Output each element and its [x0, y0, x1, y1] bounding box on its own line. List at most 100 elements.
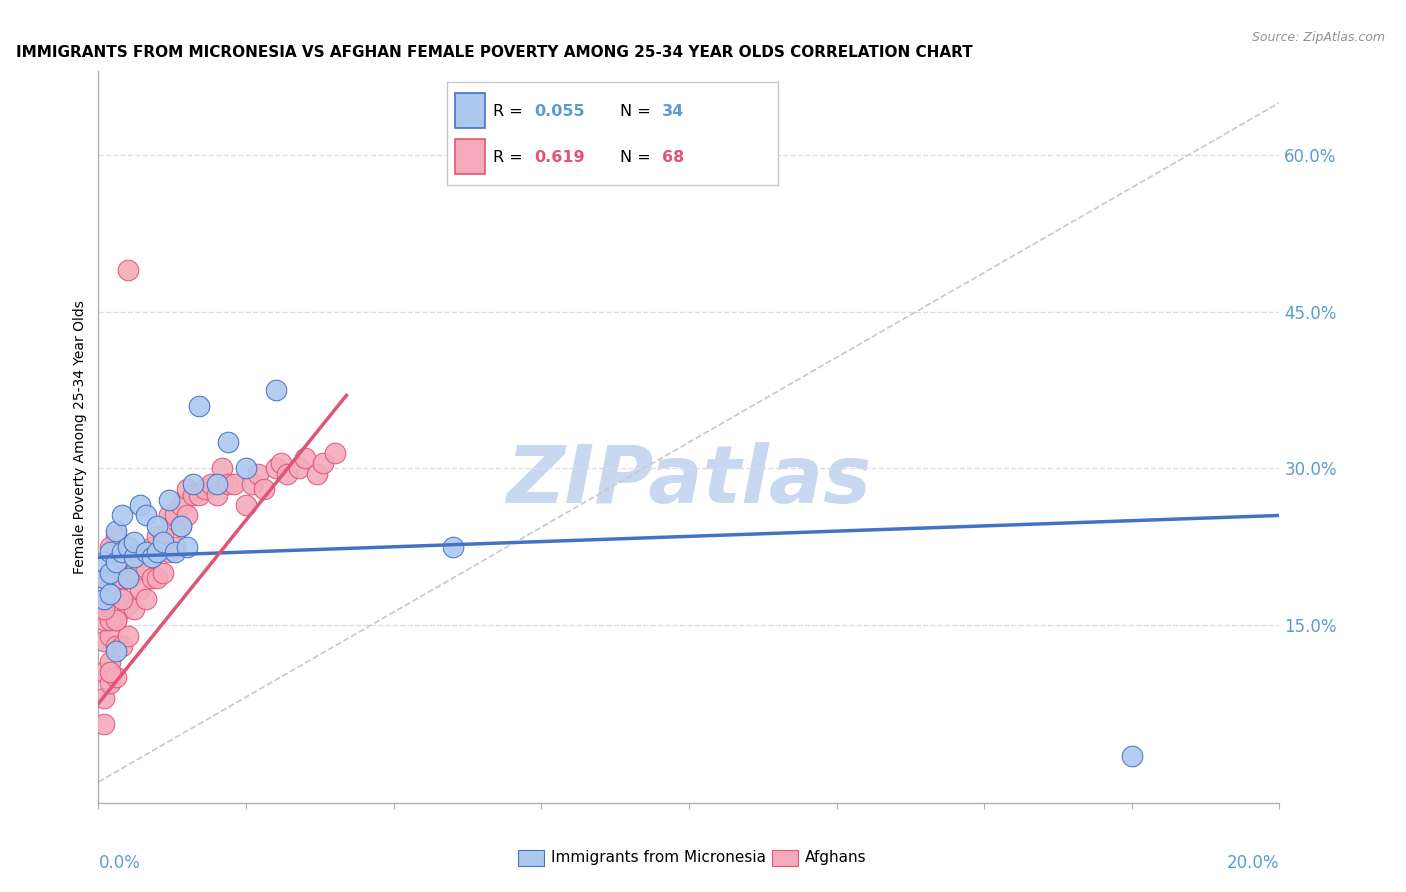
- Point: [93, 571, 115, 585]
- Point: [93, 571, 115, 585]
- Point: [105, 560, 128, 574]
- Point: [1121, 748, 1143, 763]
- Point: [93, 556, 115, 570]
- Point: [98, 566, 121, 580]
- Point: [224, 477, 246, 491]
- Point: [93, 592, 115, 607]
- Point: [117, 263, 139, 277]
- Point: [111, 545, 134, 559]
- Point: [122, 534, 145, 549]
- Point: [246, 467, 269, 481]
- Point: [98, 613, 121, 627]
- Point: [98, 675, 121, 690]
- Point: [187, 399, 209, 413]
- Point: [105, 644, 128, 658]
- FancyBboxPatch shape: [517, 850, 544, 866]
- Point: [111, 592, 134, 607]
- Point: [98, 655, 121, 669]
- Point: [264, 461, 287, 475]
- Point: [93, 633, 115, 648]
- Point: [117, 597, 139, 611]
- Point: [141, 571, 163, 585]
- Point: [217, 477, 239, 491]
- Point: [146, 519, 169, 533]
- Text: IMMIGRANTS FROM MICRONESIA VS AFGHAN FEMALE POVERTY AMONG 25-34 YEAR OLDS CORREL: IMMIGRANTS FROM MICRONESIA VS AFGHAN FEM…: [15, 45, 973, 61]
- Point: [111, 639, 134, 653]
- Point: [276, 467, 298, 481]
- Point: [253, 483, 276, 497]
- Point: [93, 602, 115, 616]
- Point: [105, 613, 128, 627]
- Point: [105, 670, 128, 684]
- Point: [170, 519, 193, 533]
- Point: [200, 477, 222, 491]
- Point: [93, 691, 115, 706]
- Point: [128, 498, 150, 512]
- Point: [117, 540, 139, 554]
- Point: [152, 529, 174, 543]
- Point: [98, 665, 121, 680]
- Y-axis label: Female Poverty Among 25-34 Year Olds: Female Poverty Among 25-34 Year Olds: [73, 300, 87, 574]
- Point: [105, 613, 128, 627]
- Text: 0.0%: 0.0%: [98, 854, 141, 872]
- Point: [176, 540, 198, 554]
- Point: [135, 545, 157, 559]
- Point: [105, 529, 128, 543]
- Point: [288, 461, 311, 475]
- FancyBboxPatch shape: [772, 850, 797, 866]
- Point: [157, 492, 180, 507]
- Point: [181, 487, 204, 501]
- Point: [135, 560, 157, 574]
- Point: [165, 540, 187, 554]
- Point: [98, 587, 121, 601]
- Point: [205, 477, 228, 491]
- Point: [194, 483, 217, 497]
- Point: [122, 550, 145, 565]
- Point: [146, 529, 169, 543]
- Point: [270, 456, 292, 470]
- Point: [235, 461, 257, 475]
- Point: [128, 550, 150, 565]
- Point: [105, 524, 128, 538]
- Point: [128, 582, 150, 596]
- Point: [146, 545, 169, 559]
- Point: [181, 477, 204, 491]
- Point: [98, 540, 121, 554]
- Point: [165, 545, 187, 559]
- Point: [105, 582, 128, 596]
- Point: [105, 639, 128, 653]
- Point: [141, 540, 163, 554]
- Point: [170, 498, 193, 512]
- Point: [141, 550, 163, 565]
- Point: [240, 477, 263, 491]
- Text: ZIPatlas: ZIPatlas: [506, 442, 872, 520]
- Point: [111, 508, 134, 523]
- Point: [98, 545, 121, 559]
- Point: [152, 534, 174, 549]
- Point: [105, 556, 128, 570]
- Point: [165, 508, 187, 523]
- Point: [264, 383, 287, 397]
- Point: [170, 519, 193, 533]
- Point: [117, 571, 139, 585]
- Point: [111, 571, 134, 585]
- Point: [217, 435, 239, 450]
- Point: [122, 602, 145, 616]
- Point: [93, 613, 115, 627]
- Text: Source: ZipAtlas.com: Source: ZipAtlas.com: [1251, 31, 1385, 45]
- Point: [157, 508, 180, 523]
- Point: [117, 629, 139, 643]
- Point: [187, 487, 209, 501]
- Point: [294, 450, 316, 465]
- Point: [93, 717, 115, 731]
- Point: [235, 498, 257, 512]
- Point: [205, 487, 228, 501]
- Point: [312, 456, 335, 470]
- Point: [176, 483, 198, 497]
- Point: [98, 597, 121, 611]
- Point: [441, 540, 464, 554]
- Text: Immigrants from Micronesia: Immigrants from Micronesia: [551, 850, 766, 865]
- Point: [176, 508, 198, 523]
- Point: [323, 446, 346, 460]
- Point: [93, 665, 115, 680]
